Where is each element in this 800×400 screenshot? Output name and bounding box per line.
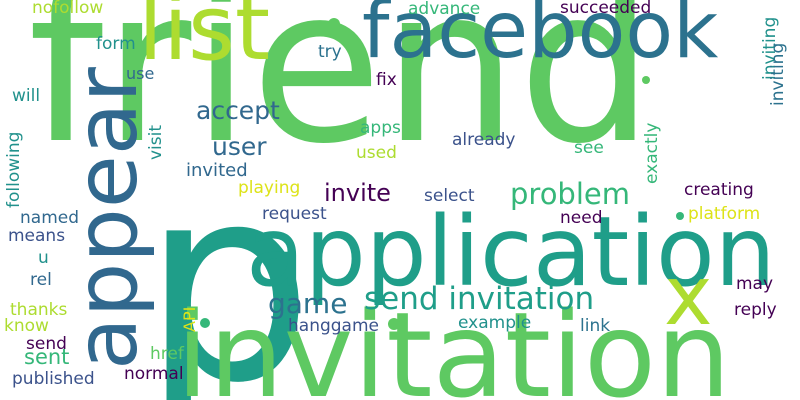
word-will: will — [12, 86, 41, 106]
word-used: used — [356, 143, 397, 163]
word-may: may — [736, 274, 774, 294]
word-know: know — [4, 316, 49, 336]
word-means: means — [8, 226, 66, 246]
word-x: x — [664, 249, 713, 344]
word-send-invitation: send invitation — [364, 281, 595, 317]
word-invite: invite — [324, 179, 391, 207]
dot-mark — [676, 212, 684, 220]
word-named: named — [20, 208, 80, 228]
word-api: API — [180, 306, 199, 332]
word-rel: rel — [30, 270, 52, 290]
word-friend: friend — [28, 0, 654, 191]
word-see: see — [574, 138, 604, 158]
word-need: need — [560, 208, 603, 228]
word-succeeded: succeeded — [560, 0, 652, 18]
word-already: already — [452, 130, 516, 150]
word-exactly: exactly — [642, 122, 662, 184]
word-href: href — [150, 344, 184, 364]
word-reply: reply — [734, 300, 777, 320]
word-link: link — [580, 316, 611, 336]
word-published: published — [12, 369, 95, 389]
word-invitation: invitation — [176, 286, 731, 400]
word-platform: platform — [688, 204, 761, 224]
word-creating: creating — [684, 180, 754, 200]
word-advance: advance — [408, 0, 481, 19]
dot-mark — [328, 18, 340, 30]
dot-mark — [388, 318, 400, 330]
word-fix: fix — [376, 70, 397, 90]
word-try: try — [318, 42, 342, 62]
word-normal: normal — [124, 364, 184, 384]
word-invited: invited — [186, 160, 248, 181]
word-select: select — [424, 186, 475, 206]
dot-mark — [200, 318, 210, 328]
dot-mark — [642, 76, 650, 84]
word-apps: apps — [360, 118, 401, 138]
word-send: send — [26, 334, 67, 354]
word-application: application — [246, 196, 776, 308]
word-list: list — [138, 0, 271, 81]
word-use: use — [126, 64, 155, 83]
word-request: request — [262, 204, 327, 224]
word-visit: visit — [146, 124, 166, 160]
word-user: user — [212, 132, 267, 161]
word-inviting: inviting — [768, 42, 788, 106]
word-game: game — [268, 287, 348, 320]
word-u: u — [38, 248, 49, 268]
word-playing: playing — [238, 178, 301, 198]
word-accept: accept — [196, 96, 280, 125]
word-following: following — [4, 131, 24, 208]
word-problem: problem — [510, 177, 630, 211]
word-thanks: thanks — [10, 300, 68, 320]
word-example: example — [458, 313, 532, 333]
word-facebook: facebook — [362, 0, 719, 76]
word-sent: sent — [24, 345, 70, 369]
word-form: form — [96, 34, 136, 54]
word-p: p — [142, 127, 314, 400]
word-nofollow: nofollow — [32, 0, 104, 18]
word-hanggame: hanggame — [288, 316, 379, 336]
